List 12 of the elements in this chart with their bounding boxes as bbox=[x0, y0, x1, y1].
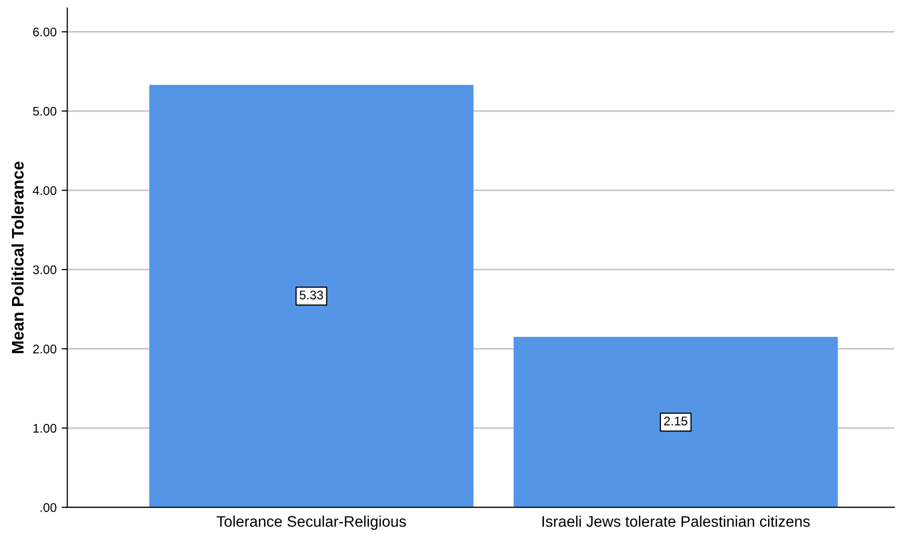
data-label: 2.15 bbox=[664, 416, 688, 426]
y-tick-label: 2.00 bbox=[33, 344, 56, 354]
y-tick-label: 5.00 bbox=[33, 106, 56, 116]
x-tick-label: Israeli Jews tolerate Palestinian citizens bbox=[542, 516, 810, 527]
y-tick-label: 4.00 bbox=[32, 186, 56, 195]
x-tick-label: Tolerance Secular-Religious bbox=[216, 516, 406, 530]
data-label: 5.33 bbox=[300, 290, 323, 300]
y-tick-label: 1.00 bbox=[33, 424, 56, 433]
y-tick-label: .00 bbox=[40, 503, 56, 512]
y-tick-label: 6.00 bbox=[33, 28, 56, 36]
y-axis-title: Mean Political Tolerance bbox=[11, 162, 24, 354]
y-tick-label: 3.00 bbox=[33, 265, 56, 274]
